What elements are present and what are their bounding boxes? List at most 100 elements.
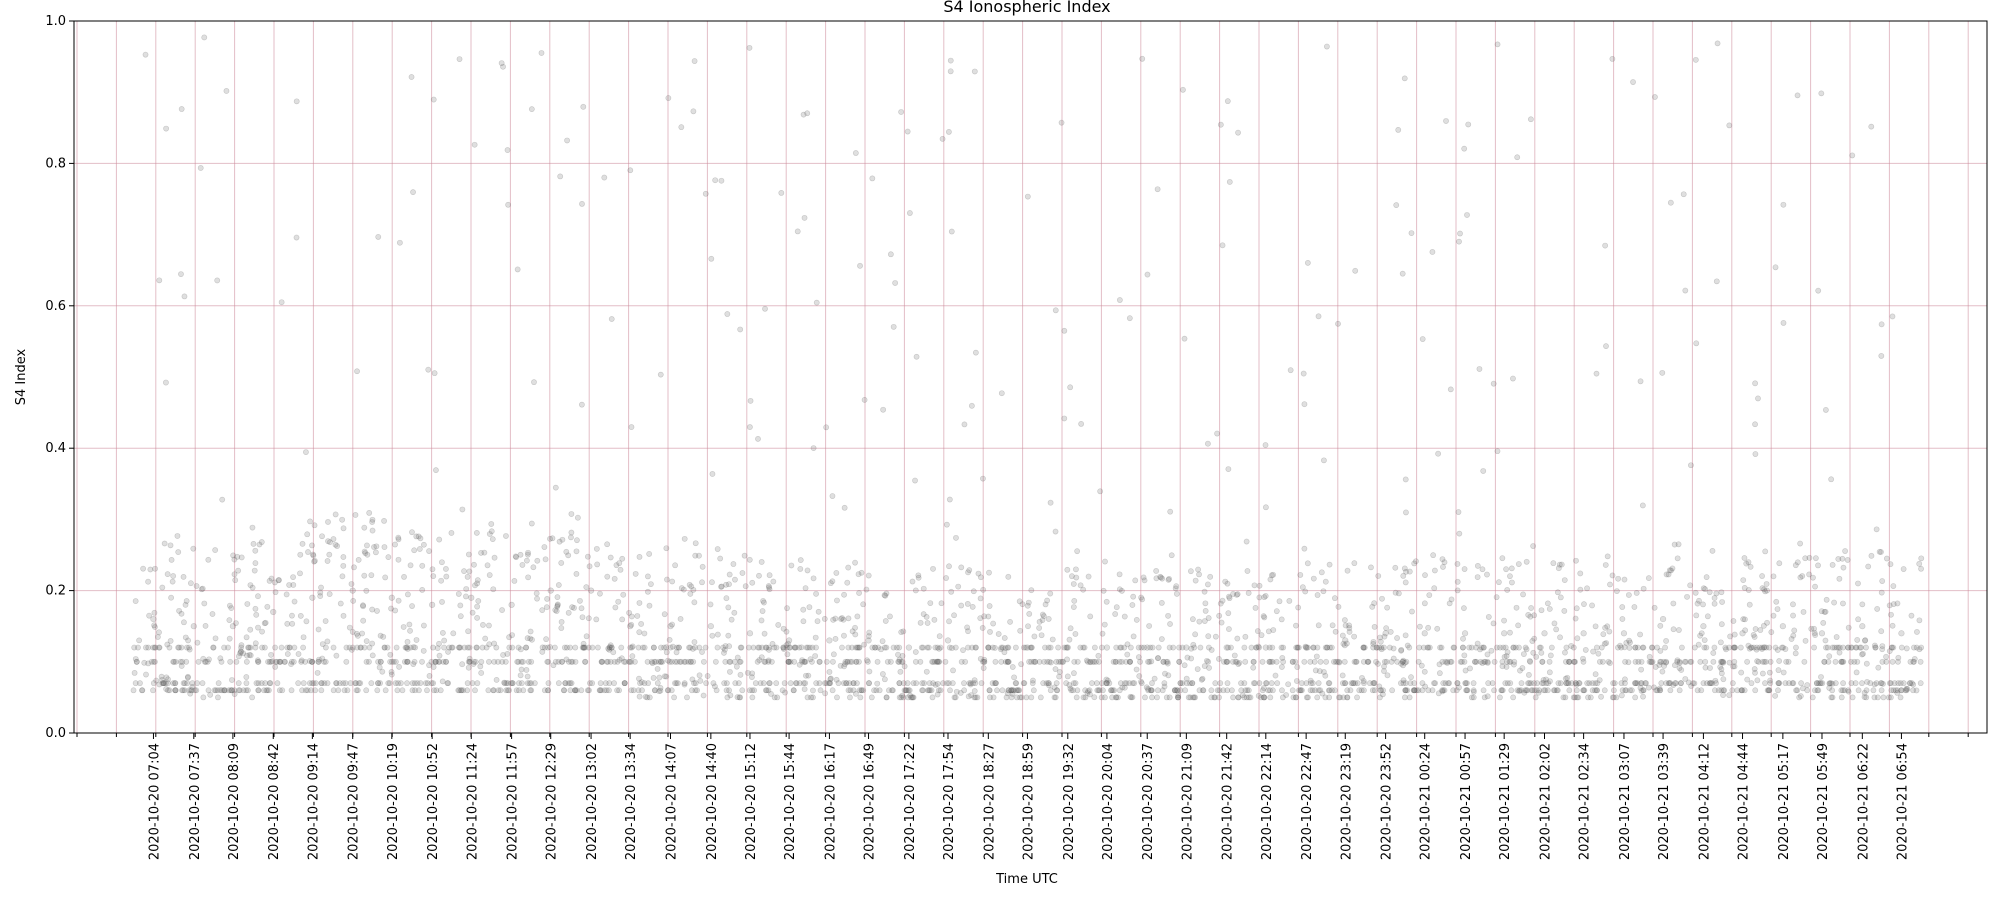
scatter-point xyxy=(1761,658,1768,665)
scatter-point xyxy=(559,658,566,665)
scatter-point xyxy=(969,603,976,610)
scatter-point xyxy=(969,644,975,651)
scatter-point xyxy=(972,644,979,651)
scatter-point xyxy=(1632,694,1639,701)
scatter-point xyxy=(276,658,283,665)
scatter-point xyxy=(1657,622,1664,629)
scatter-point xyxy=(1082,687,1089,694)
x-tick-label: 2020-10-20 23:19 xyxy=(1339,743,1354,860)
scatter-point xyxy=(1128,694,1135,701)
scatter-point xyxy=(800,111,807,118)
scatter-point xyxy=(404,658,411,665)
scatter-point xyxy=(981,658,988,665)
scatter-point xyxy=(1766,644,1773,651)
scatter-point xyxy=(1008,694,1015,701)
scatter-point xyxy=(866,680,872,687)
scatter-point xyxy=(628,424,635,430)
scatter-point xyxy=(866,680,872,687)
scatter-point xyxy=(617,566,624,573)
scatter-point xyxy=(143,671,149,678)
scatter-point xyxy=(681,681,688,688)
scatter-point xyxy=(606,644,613,650)
scatter-point xyxy=(773,680,780,687)
scatter-point xyxy=(1670,626,1677,633)
scatter-point xyxy=(1862,637,1868,644)
scatter-point xyxy=(978,574,984,581)
scatter-point xyxy=(1294,664,1301,670)
scatter-point xyxy=(319,533,325,540)
scatter-point xyxy=(965,644,971,651)
scatter-point xyxy=(667,644,674,651)
scatter-point xyxy=(486,641,493,648)
scatter-point xyxy=(1822,608,1829,615)
scatter-point xyxy=(449,644,456,651)
scatter-point xyxy=(805,672,812,679)
scatter-point xyxy=(1036,658,1043,665)
scatter-point xyxy=(685,658,692,665)
scatter-point xyxy=(289,620,296,627)
scatter-point xyxy=(582,658,589,665)
scatter-point xyxy=(810,575,817,582)
scatter-point xyxy=(1320,588,1327,595)
scatter-point xyxy=(1757,627,1764,633)
scatter-point xyxy=(1755,395,1761,402)
scatter-point xyxy=(1217,680,1224,687)
scatter-point xyxy=(1196,618,1203,625)
scatter-point xyxy=(1744,676,1751,683)
scatter-point xyxy=(1438,644,1445,651)
scatter-point xyxy=(1181,662,1188,669)
scatter-point xyxy=(854,613,861,620)
scatter-point xyxy=(1202,607,1209,614)
scatter-point xyxy=(1388,658,1395,665)
scatter-point xyxy=(1463,687,1470,694)
scatter-point xyxy=(388,671,395,678)
scatter-point xyxy=(1205,440,1211,447)
scatter-point xyxy=(1310,644,1317,651)
scatter-point xyxy=(506,644,513,651)
scatter-point xyxy=(791,644,798,651)
x-tick-label: 2020-10-21 00:24 xyxy=(1419,743,1434,860)
scatter-point xyxy=(202,658,209,665)
scatter-point xyxy=(1113,644,1120,651)
scatter-point xyxy=(925,687,931,694)
scatter-point xyxy=(736,658,743,665)
scatter-point xyxy=(1344,694,1351,701)
scatter-point xyxy=(1462,680,1469,687)
scatter-point xyxy=(266,658,273,665)
scatter-point xyxy=(1523,558,1530,565)
scatter-point xyxy=(286,582,293,588)
scatter-point xyxy=(934,658,941,665)
scatter-point xyxy=(1312,667,1319,674)
scatter-point xyxy=(1401,694,1408,701)
scatter-point xyxy=(1871,694,1878,701)
scatter-point xyxy=(472,582,478,589)
scatter-point xyxy=(1289,687,1296,694)
scatter-point xyxy=(1022,644,1029,651)
scatter-point xyxy=(1130,633,1137,640)
scatter-point xyxy=(917,619,924,626)
scatter-point xyxy=(1373,658,1379,665)
scatter-point xyxy=(1399,270,1406,277)
scatter-point xyxy=(348,646,355,653)
scatter-point xyxy=(1770,573,1777,580)
scatter-point xyxy=(1775,667,1782,674)
scatter-point xyxy=(322,644,329,651)
scatter-point xyxy=(1243,538,1250,545)
scatter-point xyxy=(730,561,737,567)
scatter-point xyxy=(765,583,772,589)
scatter-point xyxy=(717,555,724,562)
scatter-point xyxy=(529,636,535,643)
scatter-point xyxy=(849,628,856,635)
scatter-point xyxy=(587,680,593,687)
x-tick-label: 2020-10-20 11:24 xyxy=(465,743,480,860)
scatter-point xyxy=(657,658,664,665)
scatter-point xyxy=(210,644,217,651)
scatter-point xyxy=(369,606,376,613)
scatter-point xyxy=(1510,694,1517,701)
scatter-point xyxy=(608,644,615,651)
scatter-point xyxy=(504,680,511,687)
scatter-point xyxy=(340,525,347,532)
scatter-point xyxy=(1113,694,1119,701)
scatter-point xyxy=(858,687,865,694)
scatter-point xyxy=(473,644,480,651)
